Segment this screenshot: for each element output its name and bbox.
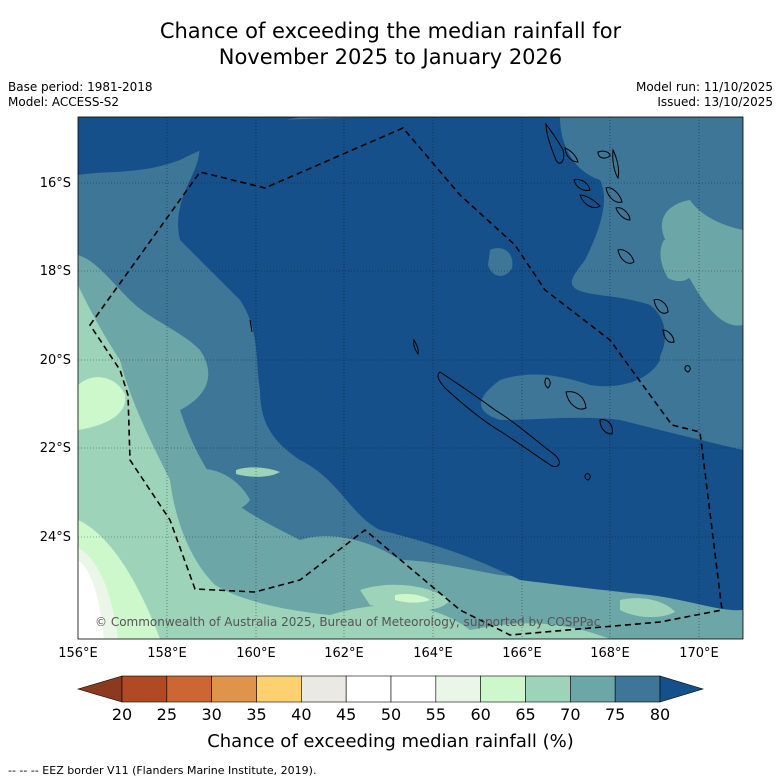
- colorbar-tick-label: 75: [604, 705, 626, 724]
- colorbar-tick-label: 55: [425, 705, 446, 724]
- colorbar-segment: [211, 675, 257, 703]
- lon-label-168e: 168°E: [590, 646, 630, 661]
- colorbar-tick-label: 50: [380, 705, 402, 724]
- lon-label-158e: 158°E: [147, 646, 187, 661]
- sw-70-patch: [192, 469, 250, 512]
- colorbar-segment: [301, 675, 347, 703]
- center-75-patch: [488, 248, 513, 276]
- model-name: Model: ACCESS-S2: [8, 95, 120, 109]
- lon-label-164e: 164°E: [413, 646, 453, 661]
- colorbar-tick-label: 45: [335, 705, 357, 724]
- east-70-patch: [660, 238, 695, 282]
- colorbar-tick-label: 35: [246, 705, 267, 724]
- meta-left: Base period: 1981-2018 Model: ACCESS-S2: [8, 80, 153, 110]
- lon-label-156e: 156°E: [58, 646, 98, 661]
- map-fill: [78, 117, 743, 639]
- colorbar-tick-label: 20: [111, 705, 133, 724]
- sw-50-55: [78, 560, 104, 639]
- title-line-2: November 2025 to January 2026: [218, 45, 563, 69]
- vanuatu-islands: [545, 122, 691, 373]
- bottom-60-patch: [395, 593, 430, 603]
- colorbar-segment: [256, 675, 302, 703]
- colorbar: [76, 675, 705, 703]
- west-65-patch: [140, 494, 170, 513]
- colorbar-tick-label: 30: [201, 705, 222, 724]
- west-60-65: [78, 377, 126, 430]
- lat-label-24s: 24°S: [39, 530, 71, 545]
- title-line-1: Chance of exceeding the median rainfall …: [159, 19, 622, 43]
- lon-label-160e: 160°E: [236, 646, 276, 661]
- colorbar-segment: [614, 675, 661, 703]
- lat-label-20s: 20°S: [39, 353, 71, 368]
- colorbar-segment: [345, 675, 392, 703]
- colorbar-segment: [121, 675, 168, 703]
- lat-label-18s: 18°S: [39, 264, 71, 279]
- colorbar-tick-label: 70: [560, 705, 581, 724]
- copyright-text: © Commonwealth of Australia 2025, Bureau…: [95, 615, 600, 629]
- lat-label-22s: 22°S: [39, 441, 71, 456]
- colorbar-segment: [390, 675, 437, 703]
- model-run: Model run: 11/10/2025: [635, 80, 773, 94]
- colorbar-tick-label: 80: [649, 705, 671, 724]
- east-80-blob: [531, 294, 665, 379]
- colorbar-tick-label: 65: [515, 705, 536, 724]
- eez-border: [89, 127, 723, 636]
- colorbar-segment: [480, 675, 526, 703]
- colorbar-segment: [166, 675, 212, 703]
- region-80-plus: [178, 117, 743, 611]
- new-caledonia: [413, 338, 613, 481]
- meta-right: Model run: 11/10/2025 Issued: 13/10/2025: [636, 80, 773, 110]
- colorbar-tick-label: 60: [470, 705, 491, 724]
- colorbar-tick-label: 25: [156, 705, 177, 724]
- gridlines: [78, 117, 743, 639]
- se-65-patch: [620, 598, 675, 618]
- base-period: Base period: 1981-2018: [8, 80, 153, 94]
- colorbar-segment: [435, 675, 481, 703]
- issued-date: Issued: 13/10/2025: [657, 95, 773, 109]
- small-reef: [249, 319, 253, 333]
- lat-label-16s: 16°S: [39, 176, 71, 191]
- sw-65-sliver: [236, 467, 280, 477]
- colorbar-extend-low: [76, 675, 123, 703]
- lon-label-162e: 162°E: [324, 646, 364, 661]
- footnote: -- -- -- EEZ border V11 (Flanders Marine…: [8, 764, 317, 777]
- colorbar-tick-label: 40: [291, 705, 312, 724]
- map-frame: [77, 116, 744, 640]
- colorbar-extend-high: [659, 675, 705, 703]
- lon-label-166e: 166°E: [502, 646, 542, 661]
- lon-label-170e: 170°E: [679, 646, 719, 661]
- colorbar-segment: [525, 675, 571, 703]
- colorbar-segment: [570, 675, 616, 703]
- page-title: Chance of exceeding the median rainfall …: [0, 18, 781, 70]
- colorbar-title: Chance of exceeding median rainfall (%): [207, 731, 574, 752]
